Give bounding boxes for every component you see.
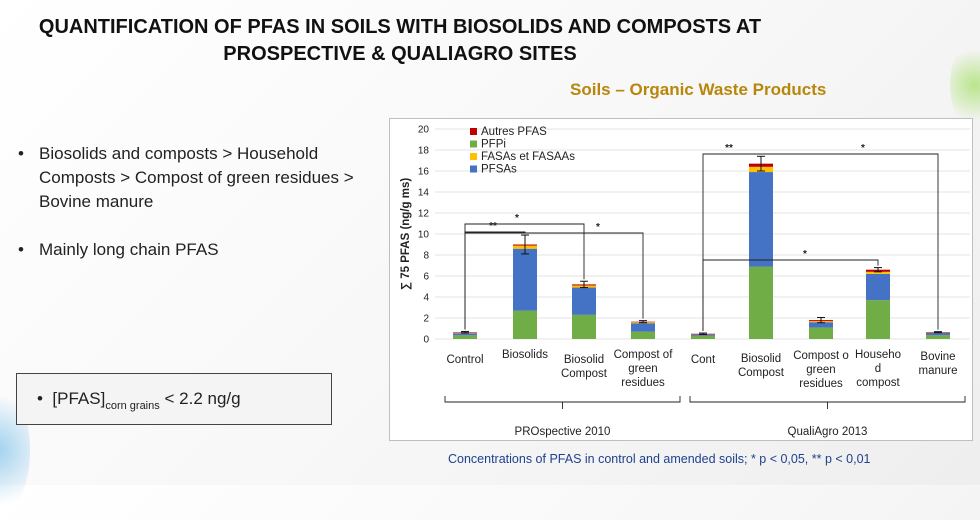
pfas-note-prefix: [PFAS] [52, 389, 106, 408]
x-category-label: residues [799, 378, 843, 390]
y-tick-label: 6 [423, 272, 429, 283]
legend-swatch [470, 153, 477, 160]
x-category-label: Bovine [920, 351, 955, 363]
significance-label: ** [489, 221, 497, 232]
bullet-dot: • [37, 389, 53, 408]
y-tick-label: 2 [423, 314, 429, 325]
group-label: QualiAgro 2013 [788, 426, 868, 438]
legend-label: PFPi [481, 139, 506, 151]
y-tick-label: 8 [423, 251, 429, 262]
x-category-label: green [806, 364, 835, 376]
x-category-label: Biosolid [564, 354, 604, 366]
bar-segment [809, 322, 833, 328]
significance-bracket [464, 232, 644, 330]
y-axis-label: ∑ 75 PFAS (ng/g ms) [400, 178, 412, 291]
bar-segment [572, 314, 596, 339]
bar-segment [453, 335, 477, 339]
legend-swatch [470, 140, 477, 148]
group-brace [689, 396, 966, 403]
bar-segment [866, 273, 890, 301]
bar-segment [866, 300, 890, 339]
x-category-label: compost [856, 377, 900, 389]
slide-subtitle: Soils – Organic Waste Products [570, 80, 827, 99]
bar-segment [691, 334, 715, 336]
x-category-label: Compost [738, 367, 785, 379]
x-category-label: Biosolids [502, 349, 548, 361]
bar-segment [513, 248, 537, 311]
chart-frame: 0 2 4 6 8 10 12 14 16 18 20 ∑ 75 PFAS (ng/g ms) ** * *… [389, 118, 973, 441]
x-category-label: Compost [561, 368, 608, 380]
x-category-label: green [628, 363, 657, 375]
bar-segment [572, 287, 596, 315]
legend-label: PFSAs [481, 164, 517, 176]
bar-segment [749, 266, 773, 339]
bar-segment [809, 327, 833, 339]
pfas-note-value: < 2.2 ng/g [164, 389, 241, 408]
x-category-label: Biosolid [741, 353, 781, 365]
x-category-label: manure [919, 365, 958, 377]
x-category-label: Control [446, 354, 483, 366]
bar-segment [866, 271, 890, 274]
significance-bracket [760, 153, 939, 330]
bullet-item-long-chain: Mainly long chain PFAS [18, 238, 388, 262]
x-category-label: residues [621, 377, 665, 389]
chart-caption: Concentrations of PFAS in control and am… [448, 452, 871, 466]
group-brace [444, 396, 681, 403]
y-tick-label: 0 [423, 335, 429, 346]
bullet-list: Biosolids and composts > Household Compo… [18, 142, 388, 286]
y-tick-label: 10 [418, 230, 430, 241]
y-tick-label: 4 [423, 293, 429, 304]
significance-label: * [515, 213, 519, 224]
corn-grain-pfas-note: • [PFAS]corn grains < 2.2 ng/g [16, 373, 332, 425]
bar-segment [749, 172, 773, 267]
x-category-label: Compost of [614, 349, 674, 361]
bar-segment [513, 310, 537, 339]
decorative-blob-right [950, 40, 980, 130]
legend-swatch [470, 128, 477, 135]
legend-label: Autres PFAS [481, 126, 547, 138]
x-category-label: Compost o [793, 350, 849, 362]
y-tick-label: 18 [418, 146, 430, 157]
significance-label: * [803, 249, 807, 260]
slide-title: QUANTIFICATION OF PFAS IN SOILS WITH BIO… [20, 14, 780, 68]
y-tick-label: 12 [418, 209, 430, 220]
significance-label: * [861, 143, 865, 154]
bar-segment [453, 333, 477, 336]
pfas-note-subscript: corn grains [105, 400, 160, 412]
bar-segment [926, 335, 950, 339]
y-tick-label: 14 [418, 188, 430, 199]
significance-label: ** [725, 143, 733, 154]
y-tick-label: 16 [418, 167, 430, 178]
slide-title-line-1: QUANTIFICATION OF PFAS IN SOILS WITH BIO… [38, 16, 762, 38]
bar-segment [926, 332, 950, 336]
group-label: PROspective 2010 [515, 426, 611, 438]
bullet-item-ranking: Biosolids and composts > Household Compo… [18, 142, 388, 214]
bar-segment [631, 331, 655, 339]
x-category-label: Cont [691, 354, 716, 366]
bar-segment [691, 335, 715, 339]
significance-label: * [596, 222, 600, 233]
legend-label: FASAs et FASAAs [481, 151, 575, 163]
pfas-note-line: • [PFAS]corn grains < 2.2 ng/g [37, 389, 241, 412]
bar-segment [631, 323, 655, 332]
legend-swatch [470, 165, 477, 173]
slide-title-line-2: PROSPECTIVE & QUALIAGRO SITES [223, 43, 577, 65]
x-category-label: d [875, 363, 881, 375]
significance-bracket [702, 259, 879, 332]
x-category-label: Househo [855, 349, 901, 361]
y-tick-label: 20 [418, 125, 430, 136]
